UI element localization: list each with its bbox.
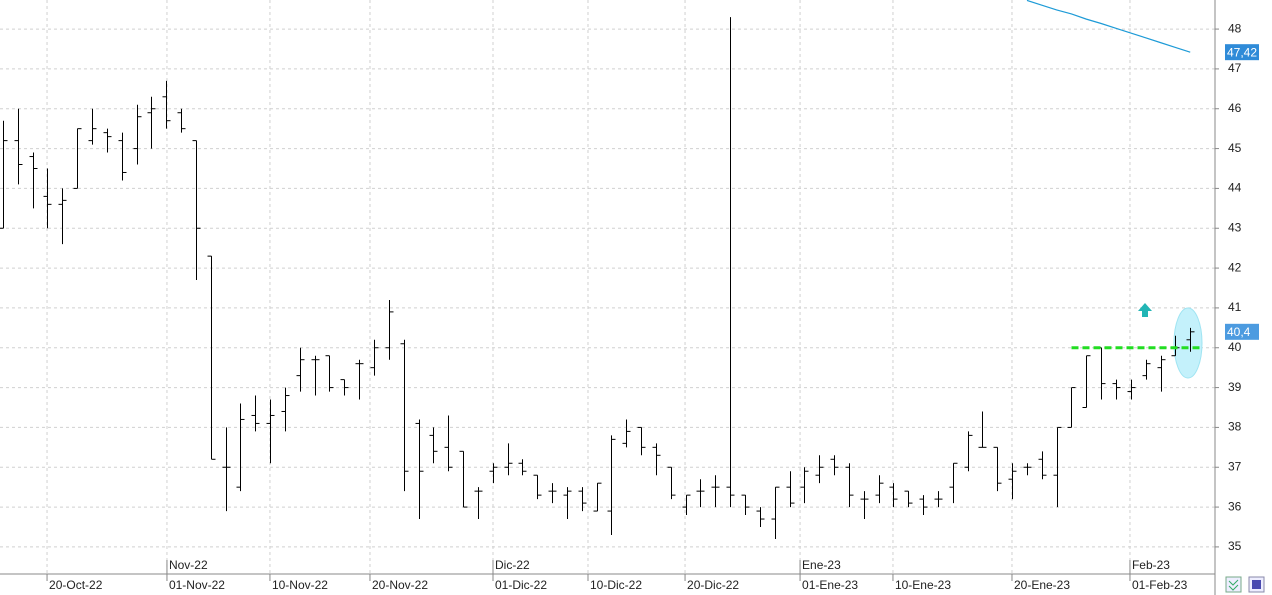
grid bbox=[0, 0, 1215, 574]
x-tick-label: 01-Ene-23 bbox=[802, 578, 858, 592]
zoom-icon bbox=[1228, 579, 1239, 591]
month-label: Ene-23 bbox=[802, 558, 841, 572]
y-tick-label: 43 bbox=[1228, 220, 1242, 234]
y-tick-label: 40 bbox=[1228, 340, 1242, 354]
y-tick-label: 46 bbox=[1228, 101, 1242, 115]
x-tick-label: 01-Dic-22 bbox=[495, 578, 547, 592]
y-tick-label: 37 bbox=[1228, 459, 1242, 473]
highlight-ellipse bbox=[1173, 307, 1203, 379]
x-tick-label: 01-Feb-23 bbox=[1132, 578, 1188, 592]
x-tick-label: 20-Dic-22 bbox=[687, 578, 739, 592]
plot bbox=[0, 0, 1201, 539]
price-tag bbox=[1225, 323, 1259, 340]
month-label: Nov-22 bbox=[169, 558, 208, 572]
price-tag bbox=[1225, 44, 1259, 61]
up-arrow-icon bbox=[1138, 303, 1152, 317]
y-tick-label: 47 bbox=[1228, 61, 1242, 75]
y-tick-label: 42 bbox=[1228, 260, 1242, 274]
y-tick-label: 38 bbox=[1228, 420, 1242, 434]
y-tick-label: 39 bbox=[1228, 380, 1242, 394]
x-tick-label: 20-Oct-22 bbox=[49, 578, 103, 592]
save-icon bbox=[1252, 580, 1261, 589]
x-tick-label: 10-Nov-22 bbox=[272, 578, 328, 592]
price-tag-label: 47,42 bbox=[1227, 45, 1257, 59]
axes: 35 36 37 38 39 40 41 42 43 44 45 46 47 48 20-Oct-22 01-… bbox=[46, 21, 1259, 592]
y-tick-label: 36 bbox=[1228, 499, 1242, 513]
x-tick-label: 01-Nov-22 bbox=[169, 578, 225, 592]
y-tick-label: 45 bbox=[1228, 141, 1242, 155]
month-label: Dic-22 bbox=[495, 558, 530, 572]
y-tick-label: 48 bbox=[1228, 21, 1242, 35]
x-tick-label: 10-Dic-22 bbox=[590, 578, 642, 592]
x-tick-label: 20-Nov-22 bbox=[372, 578, 428, 592]
y-tick-label: 41 bbox=[1228, 300, 1242, 314]
y-tick-label: 44 bbox=[1228, 181, 1242, 195]
x-tick-label: 10-Ene-23 bbox=[895, 578, 951, 592]
x-tick-label: 20-Ene-23 bbox=[1014, 578, 1070, 592]
price-tag-label: 40,4 bbox=[1227, 325, 1251, 339]
line-series bbox=[1026, 0, 1191, 53]
y-tick-label: 35 bbox=[1228, 539, 1242, 553]
month-label: Feb-23 bbox=[1132, 558, 1170, 572]
